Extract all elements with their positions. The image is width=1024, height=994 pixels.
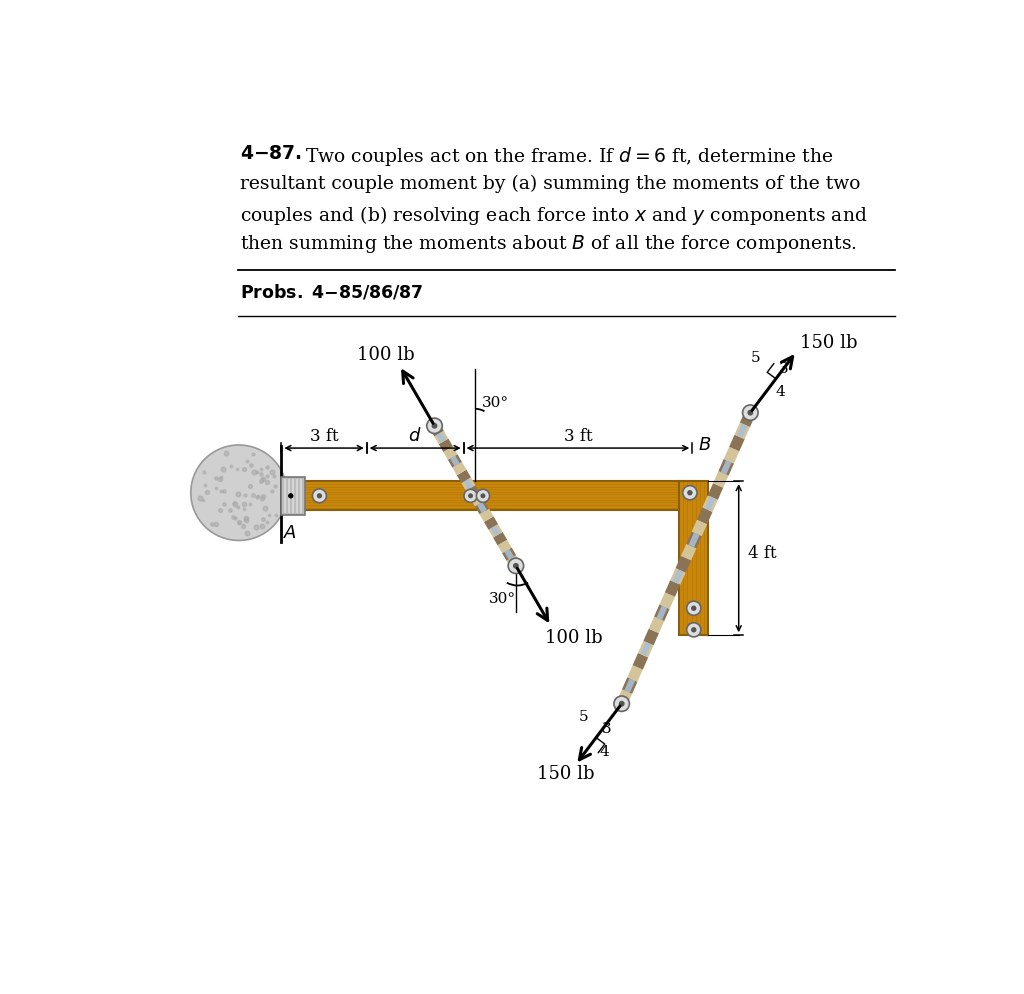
Circle shape [476,489,489,502]
Text: Two couples act on the frame. If $d = 6$ ft, determine the: Two couples act on the frame. If $d = 6$… [305,145,833,168]
Text: 3 ft: 3 ft [563,428,592,445]
Circle shape [468,493,473,498]
Text: $B$: $B$ [698,435,712,453]
Circle shape [312,489,327,503]
Bar [679,481,709,635]
Circle shape [288,493,294,499]
Text: 5: 5 [751,351,761,365]
Circle shape [190,445,287,541]
Text: 3 ft: 3 ft [310,428,338,445]
Text: 4 ft: 4 ft [748,545,776,563]
Circle shape [687,601,700,615]
Text: then summing the moments about $B$ of all the force components.: then summing the moments about $B$ of al… [241,234,857,255]
Text: 150 lb: 150 lb [537,764,594,782]
Text: $A$: $A$ [283,524,297,542]
Circle shape [480,493,485,498]
Circle shape [508,558,523,574]
Text: $\mathbf{Probs.\ 4{-}85/86/87}$: $\mathbf{Probs.\ 4{-}85/86/87}$ [241,282,423,301]
Text: 150 lb: 150 lb [800,334,858,352]
Bar [282,476,305,515]
Text: $d$: $d$ [409,427,422,445]
Circle shape [464,489,477,502]
Circle shape [691,605,696,611]
Circle shape [427,418,442,433]
Circle shape [748,410,754,415]
Text: 3: 3 [779,362,788,376]
Text: couples and (b) resolving each force into $x$ and $y$ components and: couples and (b) resolving each force int… [241,204,868,227]
Text: 4: 4 [599,746,609,759]
Circle shape [687,490,692,495]
Circle shape [687,622,700,637]
Text: 30°: 30° [481,396,509,410]
Text: 30°: 30° [488,591,516,605]
Text: 4: 4 [776,385,785,399]
Circle shape [691,627,696,632]
Circle shape [431,422,437,428]
Text: 100 lb: 100 lb [357,346,415,364]
Circle shape [316,493,323,498]
Circle shape [618,701,625,707]
Text: 5: 5 [579,710,589,724]
Text: 3: 3 [602,722,612,736]
Bar [287,481,693,511]
Text: 100 lb: 100 lb [545,629,602,647]
Circle shape [742,405,758,420]
Text: $\mathbf{4{-}87.}$: $\mathbf{4{-}87.}$ [241,145,302,163]
Text: resultant couple moment by (a) summing the moments of the two: resultant couple moment by (a) summing t… [241,175,861,193]
Circle shape [683,486,697,500]
Circle shape [614,696,630,712]
Circle shape [513,563,519,569]
